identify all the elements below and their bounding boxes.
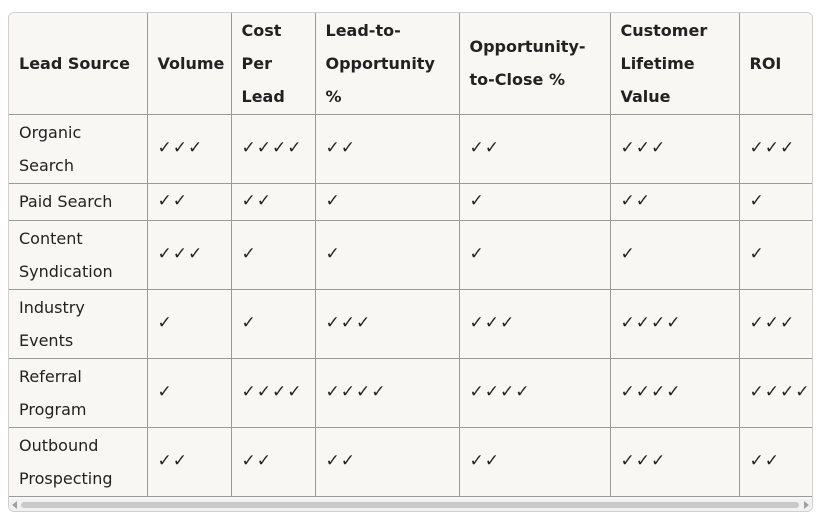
rating-cell: ✓ <box>230 288 316 359</box>
rating-cell: ✓ <box>738 182 812 221</box>
rating-cell: ✓✓✓ <box>738 113 812 184</box>
header-cell: Cost Per Lead <box>230 13 316 115</box>
table-row: Content Syndication ✓✓✓ ✓ ✓ ✓ ✓ ✓ <box>9 219 812 290</box>
rating-cell: ✓ <box>458 219 611 290</box>
rating-cell: ✓✓ <box>230 426 316 497</box>
rating-cell: ✓ <box>146 288 232 359</box>
table-row: Referral Program ✓ ✓✓✓✓ ✓✓✓✓ ✓✓✓✓ ✓✓✓✓ ✓… <box>9 357 812 428</box>
rating-cell: ✓ <box>738 219 812 290</box>
table-row: Paid Search ✓✓ ✓✓ ✓ ✓ ✓✓ ✓ <box>9 182 812 221</box>
rating-cell: ✓ <box>314 182 460 221</box>
table-row: Outbound Prospecting ✓✓ ✓✓ ✓✓ ✓✓ ✓✓✓ ✓✓ <box>9 426 812 497</box>
rating-cell: ✓✓ <box>738 426 812 497</box>
rating-cell: ✓ <box>314 219 460 290</box>
header-cell: Lead-to-Opportunity % <box>314 13 460 115</box>
rating-cell: ✓✓✓ <box>738 288 812 359</box>
lead-source-cell: Content Syndication <box>9 219 148 290</box>
rating-cell: ✓✓ <box>230 182 316 221</box>
rating-cell: ✓✓✓ <box>314 288 460 359</box>
header-cell: ROI <box>738 13 812 115</box>
rating-cell: ✓✓ <box>314 113 460 184</box>
rating-cell: ✓✓✓ <box>146 113 232 184</box>
rating-cell: ✓✓✓✓ <box>314 357 460 428</box>
lead-source-cell: Outbound Prospecting <box>9 426 148 497</box>
rating-cell: ✓✓✓✓ <box>609 288 740 359</box>
table-row: Organic Search ✓✓✓ ✓✓✓✓ ✓✓ ✓✓ ✓✓✓ ✓✓✓ <box>9 113 812 184</box>
rating-cell: ✓ <box>458 182 611 221</box>
table-scroll-area[interactable]: Lead Source Volume Cost Per Lead Lead-to… <box>9 13 812 499</box>
lead-source-cell: Referral Program <box>9 357 148 428</box>
rating-cell: ✓✓ <box>458 426 611 497</box>
rating-cell: ✓✓✓✓ <box>738 357 812 428</box>
header-cell: Customer Lifetime Value <box>609 13 740 115</box>
rating-cell: ✓✓✓✓ <box>230 357 316 428</box>
rating-cell: ✓✓ <box>458 113 611 184</box>
horizontal-scrollbar[interactable] <box>9 499 812 511</box>
lead-source-cell: Organic Search <box>9 113 148 184</box>
header-cell: Lead Source <box>9 13 148 115</box>
rating-cell: ✓✓✓✓ <box>230 113 316 184</box>
rating-cell: ✓ <box>146 357 232 428</box>
header-cell: Volume <box>146 13 232 115</box>
rating-cell: ✓✓✓✓ <box>458 357 611 428</box>
lead-source-cell: Paid Search <box>9 182 148 221</box>
lead-source-cell: Industry Events <box>9 288 148 359</box>
scrollbar-thumb[interactable] <box>21 502 799 508</box>
rating-cell: ✓✓✓ <box>609 113 740 184</box>
table-row: Industry Events ✓ ✓ ✓✓✓ ✓✓✓ ✓✓✓✓ ✓✓✓ <box>9 288 812 359</box>
scroll-left-arrow-icon[interactable] <box>12 501 17 509</box>
rating-cell: ✓ <box>230 219 316 290</box>
lead-source-table: Lead Source Volume Cost Per Lead Lead-to… <box>9 13 812 497</box>
rating-cell: ✓✓✓ <box>146 219 232 290</box>
rating-cell: ✓✓✓ <box>609 426 740 497</box>
rating-cell: ✓ <box>609 219 740 290</box>
header-cell: Opportunity-to-Close % <box>458 13 611 115</box>
rating-cell: ✓✓ <box>609 182 740 221</box>
rating-cell: ✓✓✓✓ <box>609 357 740 428</box>
table-container: Lead Source Volume Cost Per Lead Lead-to… <box>8 12 813 512</box>
rating-cell: ✓✓ <box>314 426 460 497</box>
rating-cell: ✓✓ <box>146 182 232 221</box>
rating-cell: ✓✓ <box>146 426 232 497</box>
scroll-right-arrow-icon[interactable] <box>804 501 809 509</box>
rating-cell: ✓✓✓ <box>458 288 611 359</box>
header-row: Lead Source Volume Cost Per Lead Lead-to… <box>9 13 812 115</box>
